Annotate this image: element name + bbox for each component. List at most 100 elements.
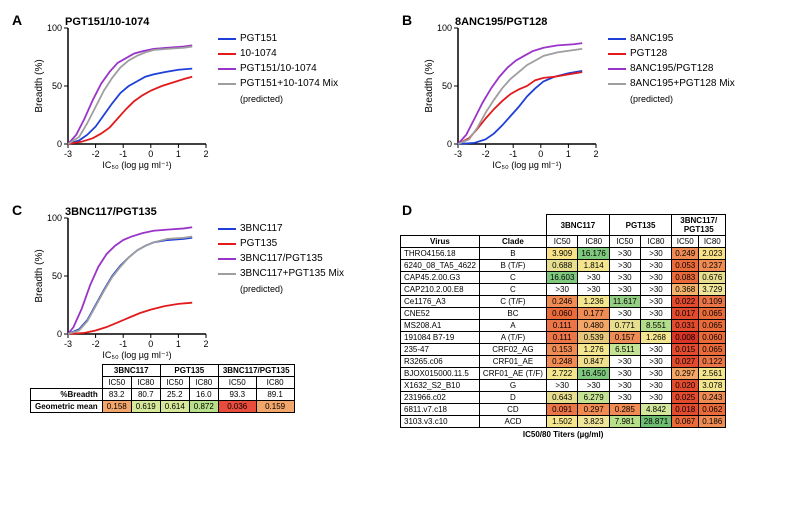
svg-text:50: 50: [52, 81, 62, 91]
d-value-cell: 0.083: [672, 272, 699, 284]
legend: PGT15110-1074PGT151/10-1074PGT151+10-107…: [218, 32, 338, 170]
d-value-cell: 0.237: [699, 260, 726, 272]
d-value-cell: 1.276: [578, 344, 609, 356]
d-value-cell: 0.018: [672, 404, 699, 416]
d-value-cell: 0.177: [578, 308, 609, 320]
legend-subtext: (predicted): [608, 92, 735, 106]
d-clade-cell: A: [479, 320, 546, 332]
d-value-cell: 0.091: [546, 404, 577, 416]
d-value-cell: >30: [546, 380, 577, 392]
table-row: Ce1176_A3C (T/F)0.2461.23611.617>300.022…: [401, 296, 726, 308]
d-value-cell: >30: [609, 284, 640, 296]
panel-b: B 050100-3-2-1012Breadth (%)IC₅₀ (log µg…: [400, 10, 800, 190]
panel-c: C 050100-3-2-1012Breadth (%)IC₅₀ (log µg…: [10, 200, 380, 500]
d-value-cell: 16.603: [546, 272, 577, 284]
d-clade-cell: C: [479, 272, 546, 284]
d-virus-cell: X1632_S2_B10: [401, 380, 480, 392]
panel-d-table: 3BNC117PGT1353BNC117/PGT135VirusCladeIC5…: [400, 214, 726, 428]
svg-text:Breadth (%): Breadth (%): [424, 59, 435, 112]
svg-text:-1: -1: [119, 339, 127, 349]
d-subheader: IC80: [699, 236, 726, 248]
svg-text:1: 1: [176, 339, 181, 349]
legend-label: 8ANC195/PGT128: [630, 62, 713, 76]
table-row: R3265.c06CRF01_AE0.2480.847>30>300.0270.…: [401, 356, 726, 368]
summary-cell: 93.3: [218, 389, 256, 401]
d-value-cell: 0.248: [546, 356, 577, 368]
table-row: MS208.A1A0.1110.4800.7718.5510.0310.065: [401, 320, 726, 332]
svg-text:100: 100: [47, 23, 62, 33]
panel-a: A 050100-3-2-1012Breadth (%)IC₅₀ (log µg…: [10, 10, 380, 190]
table-row: 235-47CRF02_AG0.1531.2766.511>300.0150.0…: [401, 344, 726, 356]
d-subheader: IC50: [546, 236, 577, 248]
d-value-cell: >30: [640, 308, 671, 320]
legend-label: PGT151+10-1074 Mix: [240, 77, 338, 91]
legend-subtext: (predicted): [218, 92, 338, 106]
d-value-cell: >30: [609, 380, 640, 392]
d-clade-cell: A (T/F): [479, 332, 546, 344]
d-virus-cell: 3103.v3.c10: [401, 416, 480, 428]
d-value-cell: 11.617: [609, 296, 640, 308]
d-virus-cell: MS208.A1: [401, 320, 480, 332]
summary-row-label: %Breadth: [31, 389, 103, 401]
svg-text:-3: -3: [64, 149, 72, 159]
legend-item: 3BNC117+PGT135 Mix: [218, 267, 344, 281]
d-value-cell: >30: [609, 368, 640, 380]
d-value-cell: 2.722: [546, 368, 577, 380]
chart-svg: 050100-3-2-1012Breadth (%)IC₅₀ (log µg m…: [420, 20, 600, 170]
svg-text:2: 2: [593, 149, 598, 159]
chart-title: 8ANC195/PGT128: [455, 16, 547, 28]
svg-text:Breadth (%): Breadth (%): [34, 249, 45, 302]
d-subheader: IC80: [640, 236, 671, 248]
d-value-cell: >30: [609, 272, 640, 284]
summary-group-header: 3BNC117: [102, 365, 160, 377]
summary-cell: 80.7: [131, 389, 160, 401]
svg-text:0: 0: [57, 329, 62, 339]
d-value-cell: >30: [640, 380, 671, 392]
d-value-cell: 1.268: [640, 332, 671, 344]
svg-text:0: 0: [148, 339, 153, 349]
d-value-cell: >30: [640, 356, 671, 368]
d-value-cell: 0.067: [672, 416, 699, 428]
d-value-cell: 4.842: [640, 404, 671, 416]
d-group-header: PGT135: [609, 215, 671, 236]
d-clade-cell: ACD: [479, 416, 546, 428]
legend: 8ANC195PGT1288ANC195/PGT1288ANC195+PGT12…: [608, 32, 735, 170]
d-value-cell: 1.814: [578, 260, 609, 272]
d-value-cell: 3.729: [699, 284, 726, 296]
d-value-cell: 0.122: [699, 356, 726, 368]
panel-b-label: B: [402, 12, 412, 28]
legend-label: PGT151/10-1074: [240, 62, 317, 76]
table-row: 3103.v3.c10ACD1.5023.8237.98128.8710.067…: [401, 416, 726, 428]
svg-text:IC₅₀ (log µg ml⁻¹): IC₅₀ (log µg ml⁻¹): [102, 350, 171, 360]
d-value-cell: 0.297: [672, 368, 699, 380]
d-value-cell: 0.539: [578, 332, 609, 344]
table-row: 6811.v7.c18CD0.0910.2970.2854.8420.0180.…: [401, 404, 726, 416]
table-row: 231966.c02D0.6436.279>30>300.0250.243: [401, 392, 726, 404]
summary-subheader: IC80: [131, 377, 160, 389]
legend-label: PGT151: [240, 32, 277, 46]
svg-text:-1: -1: [119, 149, 127, 159]
d-value-cell: >30: [640, 296, 671, 308]
d-value-cell: 0.109: [699, 296, 726, 308]
d-clade-cell: BC: [479, 308, 546, 320]
d-value-cell: 0.157: [609, 332, 640, 344]
d-clade-cell: C: [479, 284, 546, 296]
d-value-cell: 16.176: [578, 248, 609, 260]
legend-label: 8ANC195: [630, 32, 673, 46]
d-value-cell: 1.236: [578, 296, 609, 308]
d-value-cell: 3.078: [699, 380, 726, 392]
legend-item: PGT151: [218, 32, 338, 46]
d-value-cell: >30: [578, 272, 609, 284]
legend-item: 8ANC195+PGT128 Mix: [608, 77, 735, 91]
d-value-cell: >30: [578, 380, 609, 392]
d-value-cell: 0.771: [609, 320, 640, 332]
d-value-cell: 2.561: [699, 368, 726, 380]
legend-item: PGT135: [218, 237, 344, 251]
table-row: 191084 B7-19A (T/F)0.1110.5390.1571.2680…: [401, 332, 726, 344]
d-value-cell: 0.297: [578, 404, 609, 416]
summary-cell: 0.614: [160, 401, 189, 413]
table-row: BJOX015000.11.5CRF01_AE (T/F)2.72216.450…: [401, 368, 726, 380]
d-value-cell: 0.688: [546, 260, 577, 272]
table-row: CAP210.2.00.E8C>30>30>30>300.3683.729: [401, 284, 726, 296]
d-value-cell: >30: [640, 248, 671, 260]
